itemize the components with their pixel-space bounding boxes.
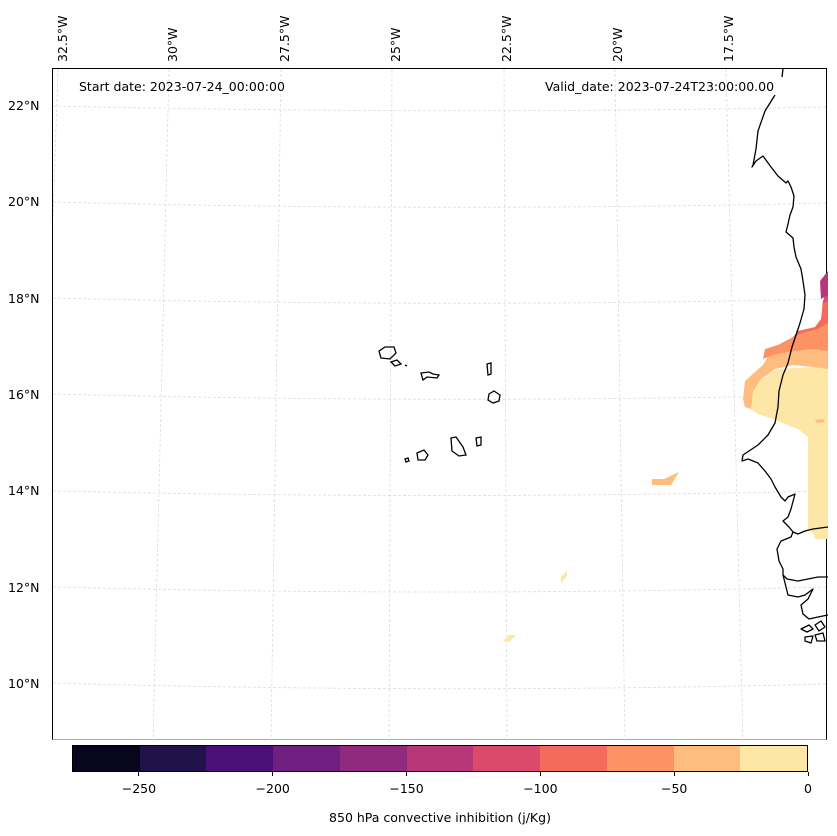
island-santiago bbox=[450, 436, 467, 457]
coastline-guinea-bissau bbox=[782, 574, 828, 620]
lat-label-10n: 10°N bbox=[8, 676, 40, 691]
colorbar-title: 850 hPa convective inhibition (j/Kg) bbox=[329, 810, 551, 825]
gridline-lon-20w bbox=[614, 69, 626, 741]
start-date-annotation: Start date: 2023-07-24_00:00:00 bbox=[79, 79, 285, 94]
island-santo-antao bbox=[378, 346, 397, 360]
island-brava bbox=[404, 457, 410, 463]
island-fogo bbox=[416, 449, 429, 461]
colorbar-tick bbox=[272, 772, 274, 776]
colorbar-tick-label: −200 bbox=[255, 781, 290, 796]
gridline-lat-20n bbox=[53, 201, 828, 208]
colorbar-tick bbox=[673, 772, 675, 776]
valid-date-annotation: Valid_date: 2023-07-24T23:00:00.00 bbox=[545, 79, 775, 94]
lat-label-16n: 16°N bbox=[8, 387, 40, 402]
coastline-senegal bbox=[747, 458, 828, 535]
colorbar-segment bbox=[606, 746, 674, 771]
lat-label-22n: 22°N bbox=[8, 98, 40, 113]
map-plot-area: Start date: 2023-07-24_00:00:00 Valid_da… bbox=[52, 68, 828, 741]
colorbar-tick-label: −50 bbox=[660, 781, 688, 796]
colorbar-segment bbox=[673, 746, 741, 771]
gridline-lat-12n bbox=[53, 586, 828, 593]
cin-region-75-100 bbox=[793, 295, 828, 337]
island-sao-vicente bbox=[389, 359, 403, 367]
coastline-bissagos bbox=[800, 620, 826, 644]
cin-region-0-25-main bbox=[745, 367, 828, 537]
lon-label-25w: 25°W bbox=[388, 27, 403, 62]
colorbar-tick-label: −150 bbox=[389, 781, 424, 796]
colorbar-segment bbox=[139, 746, 207, 771]
lon-label-27-5w: 27.5°W bbox=[277, 15, 292, 62]
lat-label-14n: 14°N bbox=[8, 483, 40, 498]
island-maio bbox=[475, 436, 482, 447]
cin-patch-south bbox=[561, 570, 567, 583]
gridline-lat-18n bbox=[53, 297, 828, 304]
gridline-lon-22-5w bbox=[503, 69, 508, 741]
colorbar-segment bbox=[73, 746, 140, 771]
island-sao-nicolau bbox=[420, 371, 441, 382]
colorbar-tick bbox=[138, 772, 140, 776]
lon-label-22-5w: 22.5°W bbox=[499, 15, 514, 62]
colorbar-segment bbox=[273, 746, 340, 771]
lon-label-20w: 20°W bbox=[610, 27, 625, 62]
island-santa-luzia bbox=[404, 364, 408, 367]
gridline-lon-17-5w bbox=[725, 69, 744, 741]
coastline-gambia-south bbox=[776, 531, 828, 582]
lon-label-30w: 30°W bbox=[165, 27, 180, 62]
cape-verde-islands bbox=[378, 346, 501, 463]
cin-spot-inland bbox=[815, 419, 825, 423]
gridline-lon-30w bbox=[152, 69, 170, 741]
colorbar-segment bbox=[740, 746, 808, 771]
map-canvas bbox=[53, 69, 828, 741]
colorbar-tick bbox=[539, 772, 541, 776]
colorbar-tick bbox=[406, 772, 408, 776]
colorbar-tick bbox=[807, 772, 809, 776]
colorbar-segment bbox=[206, 746, 274, 771]
colorbar-segment bbox=[473, 746, 541, 771]
island-boa-vista bbox=[487, 390, 501, 404]
cin-region-50-75 bbox=[763, 321, 828, 359]
gridline-lon-25w bbox=[388, 69, 393, 741]
lon-label-17-5w: 17.5°W bbox=[721, 15, 736, 62]
lat-label-18n: 18°N bbox=[8, 291, 40, 306]
cin-patch-far-south bbox=[503, 635, 516, 642]
lat-label-12n: 12°N bbox=[8, 580, 40, 595]
lon-label-32-5w: 32.5°W bbox=[55, 15, 70, 62]
lat-label-20n: 20°N bbox=[8, 194, 40, 209]
coastline bbox=[741, 69, 828, 644]
gridline-lat-14n bbox=[53, 490, 828, 496]
coastline-mauritania bbox=[741, 69, 806, 462]
colorbar-tick-label: 0 bbox=[804, 781, 812, 796]
colorbar-segment bbox=[339, 746, 407, 771]
cin-region-25-50 bbox=[743, 347, 828, 409]
gridlines bbox=[53, 69, 828, 741]
island-sal bbox=[486, 362, 492, 376]
gridline-lat-10n bbox=[53, 682, 828, 690]
colorbar-segment bbox=[406, 746, 474, 771]
colorbar bbox=[72, 745, 808, 772]
colorbar-tick-label: −100 bbox=[523, 781, 558, 796]
gridline-lon-32-5w bbox=[53, 69, 59, 220]
gridline-lat-22n bbox=[53, 105, 828, 112]
cin-field bbox=[503, 271, 828, 642]
cin-patch-offshore bbox=[652, 472, 679, 485]
cin-region-125-150 bbox=[820, 271, 828, 299]
colorbar-tick-label: −250 bbox=[121, 781, 157, 796]
gridline-lon-27-5w bbox=[270, 69, 282, 741]
colorbar-segment bbox=[540, 746, 607, 771]
gridline-lat-16n bbox=[53, 393, 828, 400]
